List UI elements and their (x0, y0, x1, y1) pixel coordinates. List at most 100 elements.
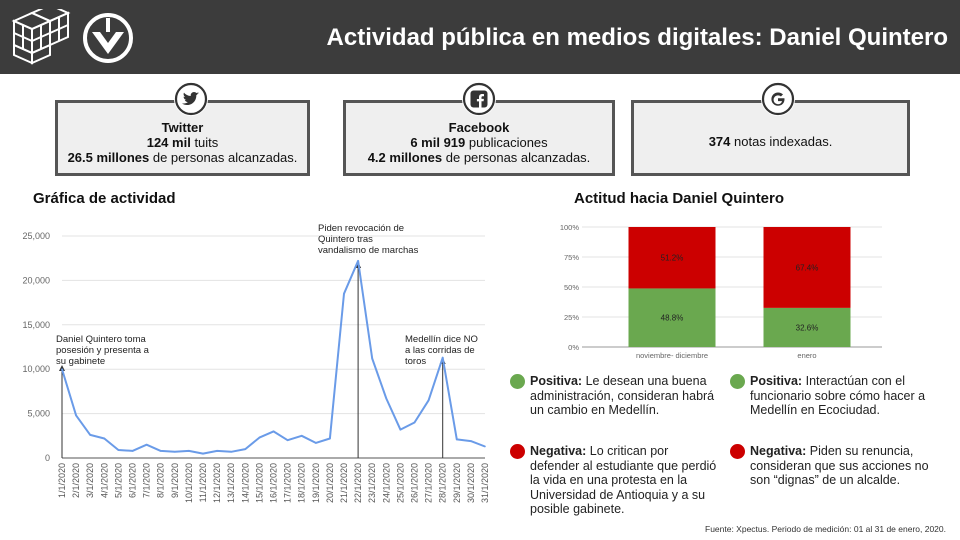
data-point (216, 450, 218, 452)
data-point (357, 260, 359, 262)
data-point (371, 357, 374, 360)
facebook-count: 6 mil 919 publicaciones (410, 135, 548, 150)
bar-negativa (628, 227, 716, 289)
x-tick-label: 29/1/2020 (452, 463, 462, 503)
data-point (413, 421, 416, 424)
bar-negativa (763, 227, 851, 308)
data-point (103, 437, 106, 440)
data-point (61, 368, 63, 370)
x-tick-label: 24/1/2020 (381, 463, 391, 503)
annotation-text: vandalismo de marchas (318, 245, 419, 256)
negative-dot-icon (730, 444, 745, 459)
annotation-text: Daniel Quintero toma (56, 334, 146, 345)
data-point (244, 448, 247, 450)
data-point (89, 434, 91, 436)
data-point (470, 440, 472, 442)
annotation-arrowhead (59, 365, 65, 371)
bar-data-label: 48.8% (661, 314, 684, 323)
facebook-icon (462, 82, 496, 116)
x-tick-label: 13/1/2020 (226, 463, 236, 503)
data-point (131, 450, 134, 452)
x-category-label: enero (797, 351, 816, 360)
x-tick-label: 22/1/2020 (353, 463, 363, 503)
y-tick-label: 50% (564, 283, 579, 292)
annotation-text: Quintero tras (318, 234, 373, 245)
bar-positiva (763, 307, 851, 347)
data-point (258, 436, 261, 439)
data-point (272, 430, 275, 433)
positive-dot-icon (510, 374, 525, 389)
y-tick-label: 25,000 (22, 231, 50, 241)
line-chart-grid (62, 235, 485, 459)
legend-text: Piden su renuncia, consideran que sus ac… (750, 444, 929, 487)
x-tick-label: 7/1/2020 (142, 463, 152, 498)
x-tick-label: 11/1/2020 (198, 463, 208, 502)
x-tick-label: 26/1/2020 (410, 463, 420, 503)
legend-label: Positiva: (750, 374, 803, 388)
y-tick-label: 10,000 (22, 364, 50, 374)
data-point (329, 437, 331, 440)
annotation-text: su gabinete (56, 356, 105, 367)
x-tick-label: 6/1/2020 (128, 463, 138, 498)
y-tick-label: 100% (560, 223, 580, 232)
annotation-text: toros (405, 356, 426, 367)
attitude-bar-chart: 0% 25% 50% 75% 100% 48.8% 51.2% noviembre- dici… (560, 223, 882, 360)
data-point (385, 397, 388, 400)
y-tick-label: 0 (45, 453, 50, 463)
x-tick-label: 31/1/2020 (480, 463, 490, 503)
x-tick-label: 16/1/2020 (269, 463, 279, 503)
attitude-chart-title: Actitud hacia Daniel Quintero (574, 190, 785, 207)
data-point (75, 414, 77, 417)
brand-logo-icon (83, 13, 133, 63)
x-tick-label: 2/1/2020 (71, 463, 81, 498)
data-point (399, 428, 402, 431)
data-point (188, 450, 190, 452)
annotation-text: Medellín dice NO (405, 334, 478, 345)
x-tick-label: 4/1/2020 (99, 463, 109, 498)
x-tick-label: 14/1/2020 (240, 463, 250, 503)
annotation-text: Piden revocación de (318, 223, 404, 234)
legend-text: Interactúan con el funcionario sobre cóm… (750, 374, 926, 417)
bar-data-label: 32.6% (796, 323, 819, 332)
x-tick-label: 17/1/2020 (283, 463, 293, 503)
twitter-label: Twitter (161, 120, 204, 135)
x-tick-label: 10/1/2020 (184, 463, 194, 503)
x-tick-label: 23/1/2020 (367, 463, 377, 503)
page-title: Actividad pública en medios digitales: D… (326, 24, 948, 51)
twitter-count: 124 mil tuits (146, 135, 219, 150)
facebook-card: Facebook 6 mil 919 publicaciones 4.2 mil… (343, 100, 615, 176)
y-tick-label: 5,000 (27, 409, 50, 419)
y-tick-label: 20,000 (22, 275, 50, 285)
x-tick-label: 9/1/2020 (170, 463, 180, 498)
annotation-text: posesión y presenta a (56, 345, 150, 356)
data-point (456, 438, 458, 441)
google-count: 374 notas indexadas. (708, 134, 833, 149)
facebook-reach: 4.2 millones de personas alcanzadas. (367, 150, 591, 165)
data-point (159, 450, 162, 452)
bar-data-label: 67.4% (796, 263, 819, 272)
x-tick-label: 12/1/2020 (212, 463, 222, 503)
x-tick-label: 8/1/2020 (156, 463, 166, 498)
x-tick-label: 21/1/2020 (339, 463, 349, 503)
x-tick-label: 1/1/2020 (57, 463, 67, 498)
data-point (202, 452, 204, 455)
x-category-label: noviembre- diciembre (636, 351, 708, 360)
legend-text: Le desean una buena administración, cons… (530, 374, 715, 417)
data-point (230, 450, 232, 453)
x-tick-label: 5/1/2020 (113, 463, 123, 498)
y-tick-label: 25% (564, 313, 579, 322)
twitter-reach: 26.5 millones de personas alcanzadas. (67, 150, 298, 165)
facebook-label: Facebook (448, 120, 510, 135)
data-point (117, 449, 120, 451)
google-icon (761, 82, 795, 116)
activity-line-chart: 0 5,000 10,000 15,000 20,000 25,000 1/1/2020 2/… (22, 223, 490, 503)
data-point (441, 356, 444, 359)
x-tick-label: 28/1/2020 (438, 463, 448, 503)
data-point (427, 399, 430, 402)
x-tick-label: 25/1/2020 (395, 463, 405, 503)
data-point (286, 439, 289, 442)
twitter-card: Twitter 124 mil tuits 26.5 millones de p… (55, 100, 310, 176)
x-tick-label: 19/1/2020 (311, 463, 321, 503)
source-note: Fuente: Xpectus. Periodo de medición: 01… (705, 524, 946, 534)
data-point (300, 435, 303, 437)
